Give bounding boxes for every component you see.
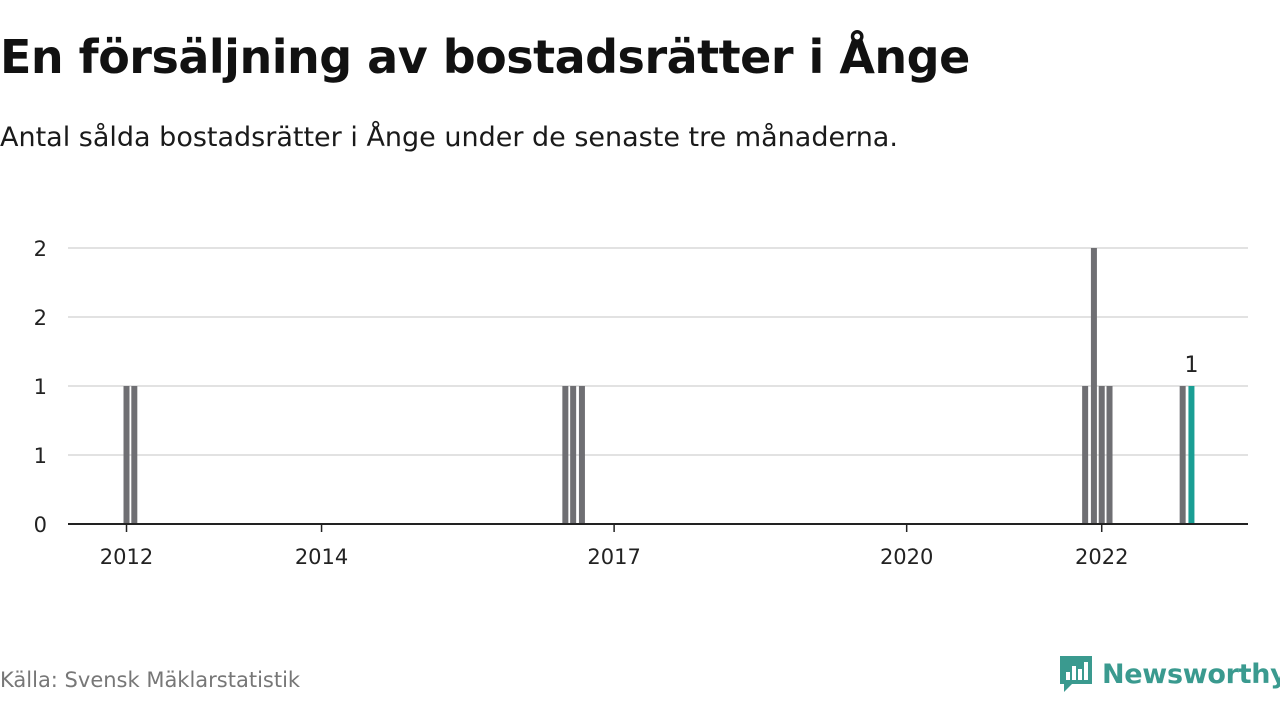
brand-logo[interactable]: Newsworthy	[1058, 654, 1280, 694]
bar-chart: 0 1 1 2 2 2012 2014 2017 2020 2022 1	[34, 237, 1248, 569]
y-tick-label: 2	[34, 237, 47, 261]
y-tick-label: 2	[34, 306, 47, 330]
x-tick-label: 2014	[295, 545, 348, 569]
y-tick-label: 1	[34, 375, 47, 399]
bar	[131, 386, 138, 524]
y-axis-ticks: 0 1 1 2 2	[34, 237, 47, 537]
bar	[1082, 386, 1089, 524]
chart-title: En försäljning av bostadsrätter i Ånge	[0, 30, 970, 84]
x-tick-label: 2012	[100, 545, 153, 569]
y-tick-label: 0	[34, 513, 47, 537]
bar	[1179, 386, 1186, 524]
bar-highlight	[1188, 386, 1195, 524]
y-tick-label: 1	[34, 444, 47, 468]
brand-name: Newsworthy	[1102, 658, 1280, 690]
bar	[570, 386, 577, 524]
bars	[123, 248, 1195, 524]
bar	[123, 386, 130, 524]
bar	[1098, 386, 1105, 524]
x-tick-label: 2022	[1075, 545, 1128, 569]
bar	[1090, 248, 1097, 524]
newsworthy-logo-icon	[1060, 656, 1092, 692]
bar	[578, 386, 585, 524]
bar	[1106, 386, 1113, 524]
data-labels: 1	[1184, 353, 1198, 378]
x-axis-ticks: 2012 2014 2017 2020 2022	[100, 524, 1128, 569]
x-tick-label: 2020	[880, 545, 933, 569]
x-tick-label: 2017	[587, 545, 640, 569]
bar	[562, 386, 569, 524]
source-note: Källa: Svensk Mäklarstatistik	[0, 668, 301, 692]
chart-subtitle: Antal sålda bostadsrätter i Ånge under d…	[0, 122, 898, 153]
grid-lines	[68, 247, 1248, 456]
bar-data-label: 1	[1184, 353, 1198, 378]
